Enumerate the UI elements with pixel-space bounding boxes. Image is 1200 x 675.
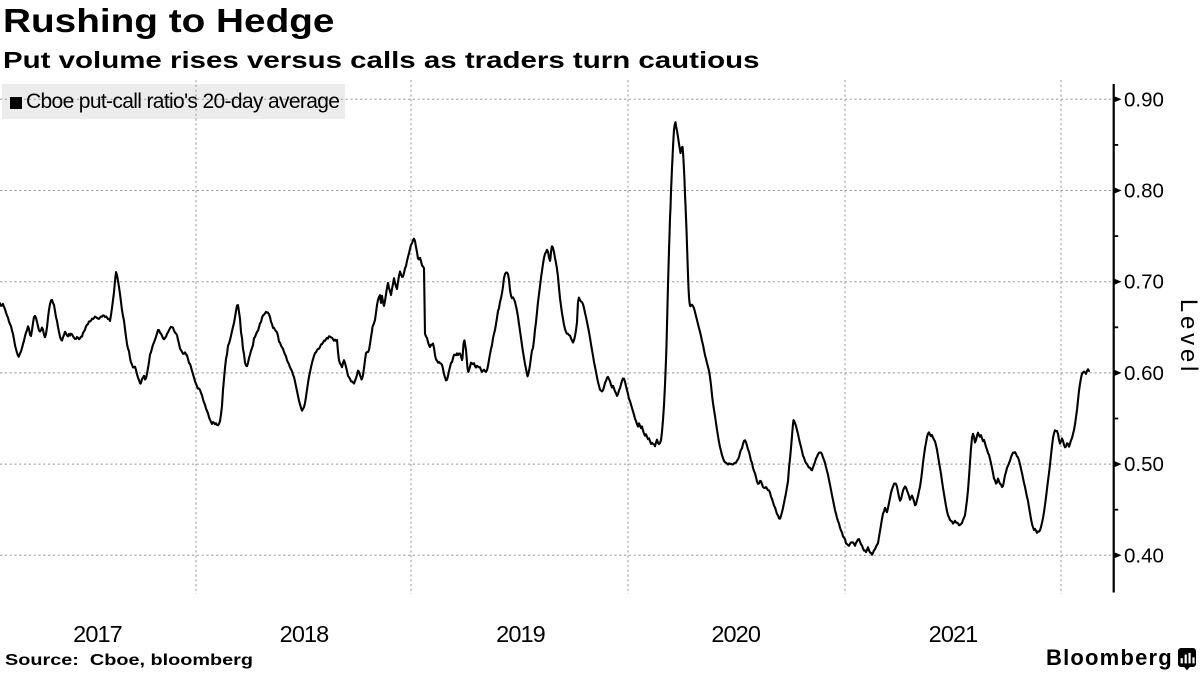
svg-text:2017: 2017 [73, 621, 122, 647]
svg-text:2021: 2021 [929, 621, 978, 647]
svg-text:0.80: 0.80 [1124, 180, 1164, 203]
svg-text:0.60: 0.60 [1124, 362, 1164, 385]
svg-text:0.90: 0.90 [1124, 88, 1164, 111]
svg-text:2020: 2020 [711, 621, 761, 647]
svg-text:2019: 2019 [496, 621, 545, 647]
svg-text:2018: 2018 [280, 621, 330, 647]
svg-text:0.40: 0.40 [1124, 544, 1164, 567]
svg-text:0.70: 0.70 [1124, 271, 1164, 294]
svg-text:Level: Level [1175, 299, 1200, 375]
svg-text:0.50: 0.50 [1124, 453, 1164, 476]
